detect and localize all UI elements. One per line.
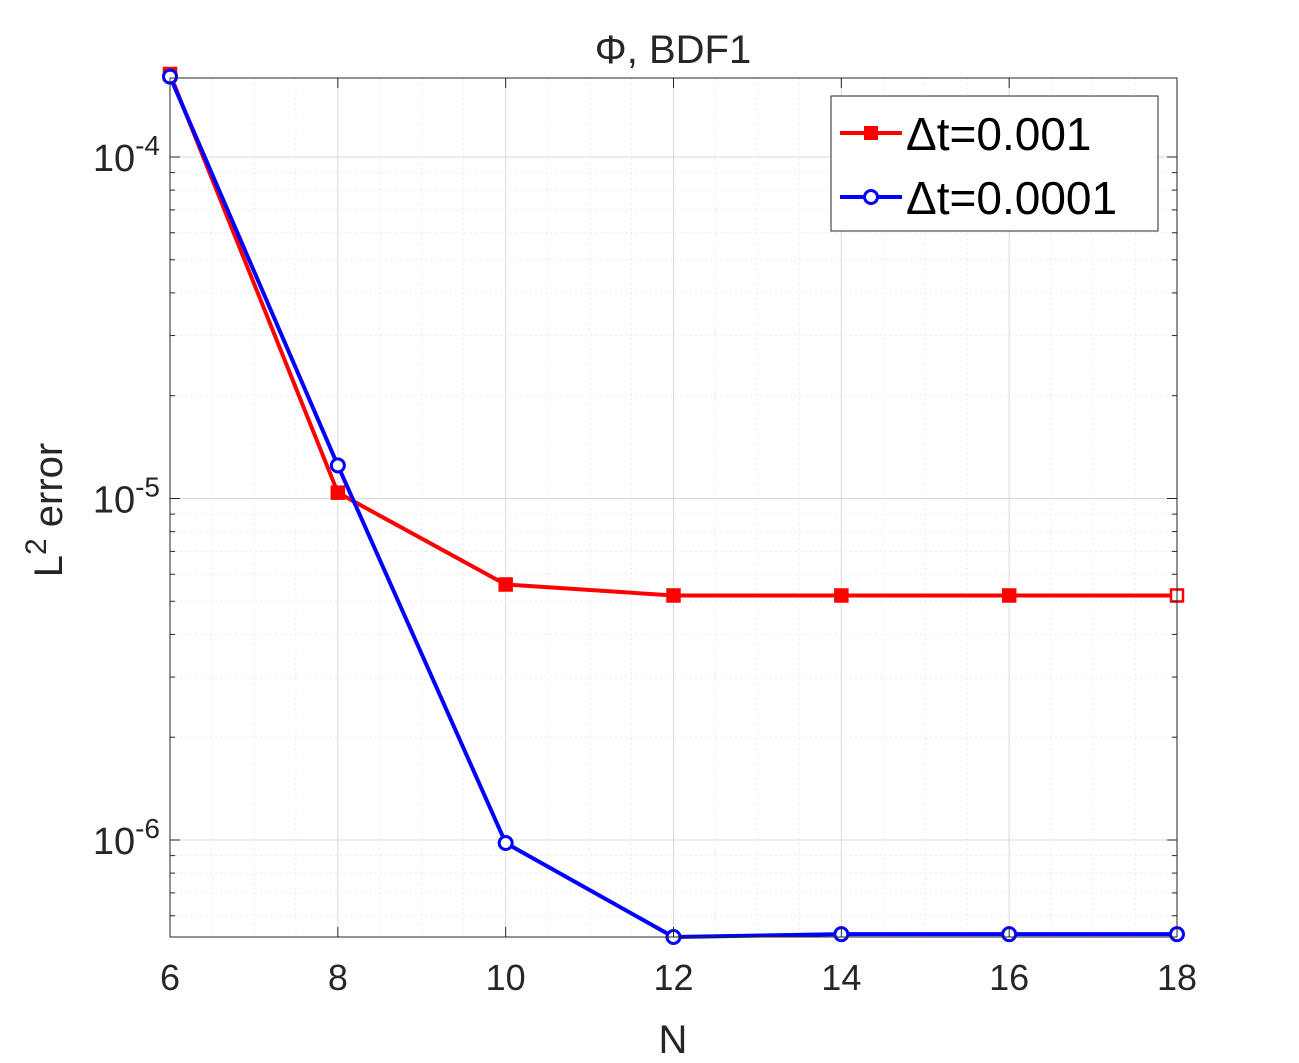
y-tick-label-base: 10 <box>93 821 135 863</box>
y-tick-label: 10-4 <box>93 130 160 180</box>
y-axis-label-rest: error <box>27 443 71 539</box>
data-point <box>497 834 514 851</box>
data-point <box>834 588 849 603</box>
legend-label: Δt=0.001 <box>906 108 1091 160</box>
y-axis-label-base: L <box>27 555 71 577</box>
y-tick-label: 10-6 <box>93 813 160 863</box>
y-tick-label-base: 10 <box>93 480 135 522</box>
y-axis-label: L2 error <box>20 443 71 578</box>
x-tick-label: 14 <box>821 957 861 998</box>
legend-label: Δt=0.0001 <box>906 172 1117 224</box>
y-tick-label: 10-5 <box>93 472 160 522</box>
y-tick-label-exponent: -4 <box>135 130 160 161</box>
y-axis-label-superscript: 2 <box>20 538 53 555</box>
data-point <box>1001 588 1017 603</box>
legend: Δt=0.001 Δt=0.0001 <box>830 95 1159 232</box>
legend-box <box>830 95 1159 232</box>
x-tick-label: 8 <box>328 957 348 998</box>
data-point <box>329 457 346 474</box>
data-point <box>666 588 681 603</box>
legend-marker <box>864 126 878 140</box>
x-tick-label: 6 <box>160 957 180 998</box>
x-tick-label: 12 <box>653 957 693 998</box>
y-tick-label-base: 10 <box>93 138 135 180</box>
x-tick-label: 16 <box>989 957 1029 998</box>
data-point <box>330 485 346 500</box>
x-tick-label: 10 <box>486 957 526 998</box>
y-tick-label-exponent: -6 <box>135 813 160 844</box>
data-point <box>498 577 513 592</box>
legend-marker <box>863 189 879 205</box>
x-tick-label: 18 <box>1157 957 1197 998</box>
x-axis-label: N <box>659 1018 688 1062</box>
chart-title: Φ, BDF1 <box>595 28 751 72</box>
y-tick-label-exponent: -5 <box>135 472 160 503</box>
